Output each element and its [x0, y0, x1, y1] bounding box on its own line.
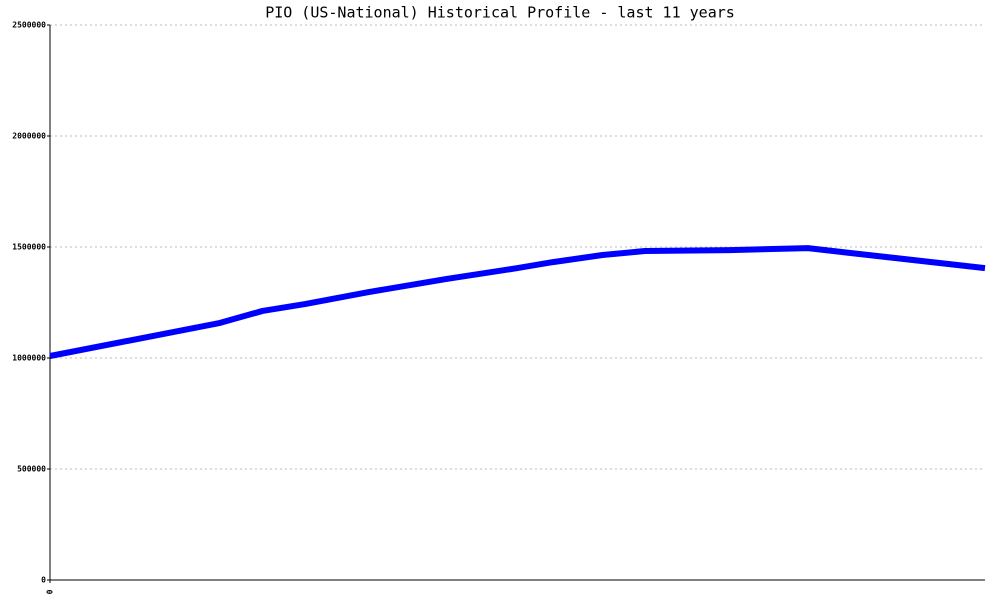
y-tick-label: 1500000 — [12, 243, 46, 252]
y-tick-label: 500000 — [17, 465, 46, 474]
data-line — [49, 245, 986, 359]
y-tick-label: 0 — [41, 576, 46, 585]
chart-title: PIO (US-National) Historical Profile - l… — [265, 4, 735, 22]
y-tick-label: 1000000 — [12, 354, 46, 363]
y-tick-label: 2500000 — [12, 21, 46, 30]
y-tick-label: 2000000 — [12, 132, 46, 141]
x-tick-label: 0 — [46, 589, 55, 594]
